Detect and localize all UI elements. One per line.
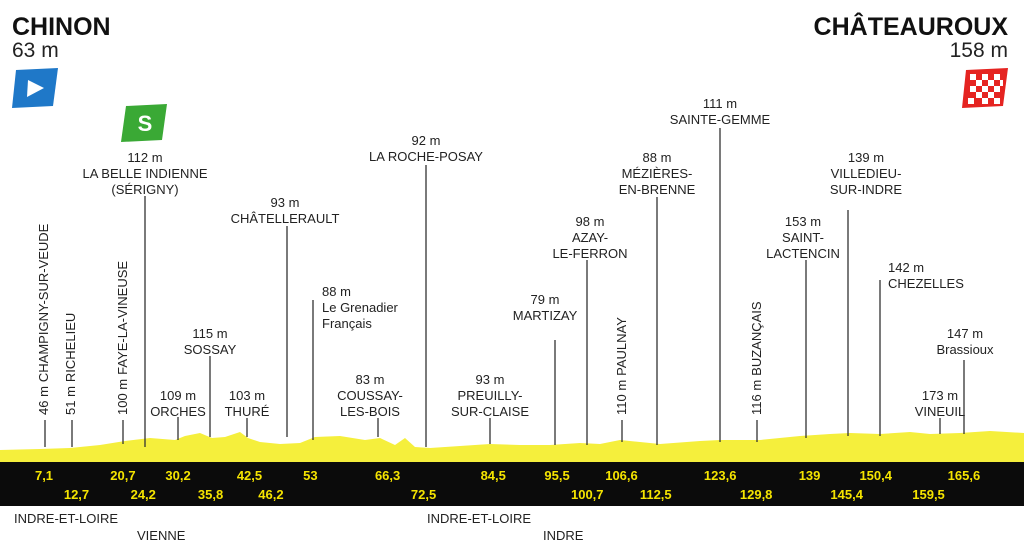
start-icon [12,68,58,108]
waypoint-name: SAINTE-GEMME [670,112,771,127]
km-marker: 112,5 [640,487,672,502]
waypoint-altitude: 109 m [160,388,196,403]
waypoint-altitude: 139 m [848,150,884,165]
waypoint-name: SAINT- [782,230,824,245]
km-marker: 35,8 [198,487,223,502]
km-marker: 53 [303,468,317,483]
waypoint-name: VINEUIL [915,404,966,419]
waypoint-name: AZAY- [572,230,608,245]
waypoint-name: FAYE-LA-VINEUSE [115,261,130,375]
km-marker: 12,7 [64,487,89,502]
profile-area [0,431,1024,462]
waypoint-altitude: 110 m [614,380,629,415]
waypoint-altitude: 93 m [476,372,505,387]
waypoint-name: CHAMPIGNY-SUR-VEUDE [36,223,51,382]
waypoint-altitude: 111 m [703,96,737,111]
waypoint-name: LA ROCHE-POSAY [369,149,483,164]
waypoint-altitude: 51 m [63,386,78,415]
waypoint-name: COUSSAY- [337,388,403,403]
waypoint-name: CHÂTELLERAULT [231,211,340,226]
waypoint-altitude: 103 m [229,388,265,403]
km-marker: 139 [799,468,821,483]
waypoint-name: LACTENCIN [766,246,840,261]
km-marker: 7,1 [35,468,53,483]
waypoint-altitude: 79 m [531,292,560,307]
waypoint-altitude: 88 m [643,150,672,165]
waypoint-name: LE-FERRON [552,246,627,261]
department-label: INDRE-ET-LOIRE [14,511,118,526]
km-marker: 84,5 [481,468,506,483]
waypoint-name: Français [322,316,372,331]
km-marker: 159,5 [912,487,945,502]
waypoint-label: 100 m FAYE-LA-VINEUSE [115,261,130,415]
waypoint-altitude: 46 m [36,386,51,415]
waypoint-name: PREUILLY- [457,388,522,403]
waypoint-name: LA BELLE INDIENNE [83,166,208,181]
waypoint-name: EN-BRENNE [619,182,696,197]
finish-altitude: 158 m [950,39,1008,62]
waypoint-name: MÉZIÈRES- [622,166,693,181]
waypoint-altitude: 88 m [322,284,351,299]
finish-icon [962,68,1008,108]
waypoint-altitude: 83 m [356,372,385,387]
waypoint-altitude: 98 m [576,214,605,229]
waypoint-altitude: 173 m [922,388,958,403]
waypoint-name: RICHELIEU [63,313,78,382]
km-marker: 20,7 [110,468,135,483]
waypoint-name: VILLEDIEU- [831,166,902,181]
km-marker: 106,6 [605,468,638,483]
waypoint-altitude: 93 m [271,195,300,210]
start-altitude: 63 m [12,39,59,62]
waypoint-altitude: 112 m [127,150,162,165]
finish-name: CHÂTEAUROUX [814,11,1009,41]
waypoint-label: 116 m BUZANÇAIS [749,301,764,415]
department-label: INDRE-ET-LOIRE [427,511,531,526]
svg-text:S: S [138,111,153,136]
km-marker: 100,7 [571,487,604,502]
km-marker: 123,6 [704,468,737,483]
km-marker: 129,8 [740,487,773,502]
waypoint-label: 110 m PAULNAY [614,317,629,415]
waypoint-name: THURÉ [225,404,270,419]
km-marker: 95,5 [544,468,569,483]
start-name: CHINON [12,13,111,41]
waypoint-label: 51 m RICHELIEU [63,313,78,415]
waypoint-name: LES-BOIS [340,404,400,419]
waypoint-name: Le Grenadier [322,300,399,315]
waypoint-name: SOSSAY [184,342,237,357]
sprint-icon: S [121,104,167,142]
waypoint-name: PAULNAY [614,317,629,376]
waypoint-altitude: 116 m [749,380,764,415]
km-marker: 66,3 [375,468,400,483]
waypoint-name: BUZANÇAIS [749,301,764,376]
km-marker: 46,2 [258,487,283,502]
km-marker: 24,2 [131,487,156,502]
waypoint-name: ORCHES [150,404,206,419]
waypoint-name: MARTIZAY [513,308,578,323]
waypoint-name: Brassioux [936,342,994,357]
waypoint-altitude: 115 m [192,326,227,341]
department-label: INDRE [543,528,584,542]
waypoint-altitude: 142 m [888,260,924,275]
waypoint-altitude: 92 m [412,133,441,148]
waypoint-name: CHEZELLES [888,276,964,291]
waypoint-name: (SÉRIGNY) [111,182,178,197]
km-marker: 145,4 [830,487,863,502]
km-marker: 150,4 [859,468,892,483]
waypoint-name: SUR-INDRE [830,182,903,197]
km-marker: 72,5 [411,487,436,502]
department-label: VIENNE [137,528,186,542]
waypoint-name: SUR-CLAISE [451,404,529,419]
km-marker: 30,2 [165,468,190,483]
km-band [0,462,1024,506]
waypoint-altitude: 147 m [947,326,983,341]
waypoint-altitude: 100 m [115,379,130,415]
km-marker: 165,6 [948,468,981,483]
waypoint-label: 46 m CHAMPIGNY-SUR-VEUDE [36,223,51,415]
waypoint-altitude: 153 m [785,214,821,229]
km-marker: 42,5 [237,468,262,483]
